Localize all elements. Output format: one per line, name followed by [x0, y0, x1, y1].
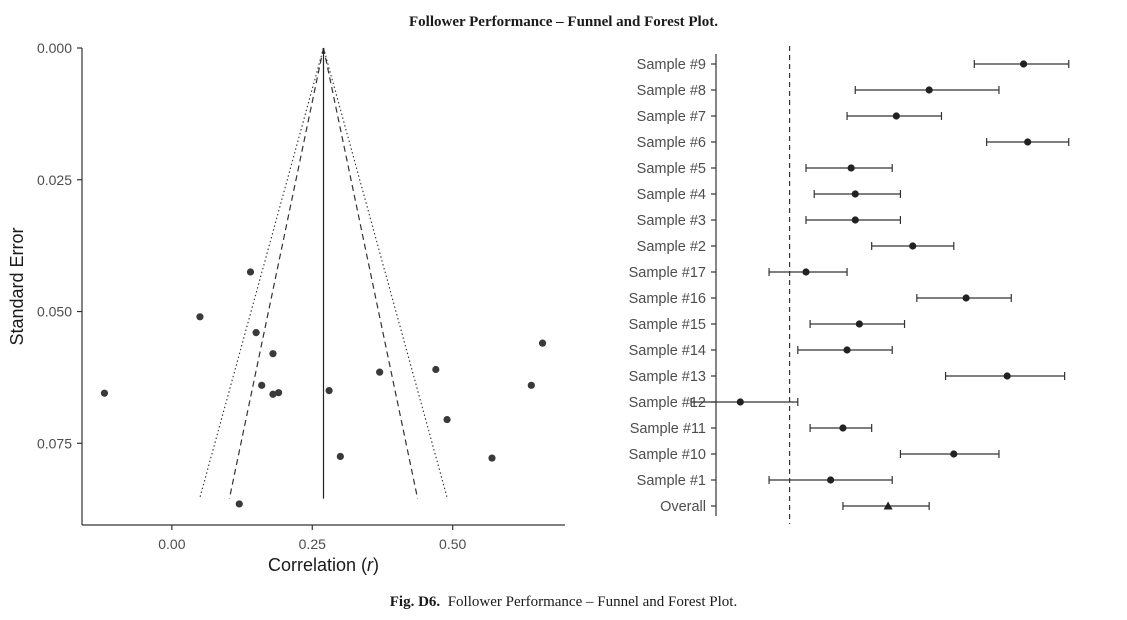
forest-row: Sample #8 — [637, 83, 1000, 99]
forest-study-label: Sample #12 — [629, 395, 706, 411]
forest-row: Sample #15 — [629, 317, 906, 333]
forest-row: Sample #2 — [637, 239, 955, 255]
forest-rows: Sample #9 Sample #8 Sample #7 Sample #6 Samp… — [629, 57, 1070, 515]
funnel-y-axis-title: Standard Error — [7, 227, 27, 345]
forest-row: Sample #4 — [637, 187, 902, 203]
forest-study-label: Sample #16 — [629, 291, 706, 307]
funnel-points — [100, 268, 547, 508]
forest-point — [802, 268, 810, 276]
forest-row: Overall — [660, 499, 930, 515]
caption-text: Follower Performance – Funnel and Forest… — [447, 594, 738, 610]
funnel-outer-boundary-left — [199, 47, 325, 499]
funnel-y-tick-label: 0.000 — [37, 40, 72, 56]
forest-point — [851, 190, 859, 198]
forest-study-label: Sample #11 — [630, 421, 706, 437]
funnel-y-ticks: 0.000 0.025 0.050 0.075 — [37, 40, 82, 451]
forest-row: Sample #13 — [629, 369, 1066, 385]
forest-row: Sample #9 — [637, 57, 1070, 73]
forest-study-label: Sample #7 — [637, 109, 706, 125]
funnel-x-axis-title: Correlation (r) — [268, 555, 379, 575]
forest-point — [736, 398, 744, 406]
forest-study-label: Sample #4 — [637, 187, 706, 203]
funnel-x-ticks: 0.00 0.25 0.50 — [158, 525, 467, 552]
forest-point — [892, 112, 900, 120]
forest-study-label: Sample #17 — [629, 265, 706, 281]
forest-row: Sample #17 — [629, 265, 848, 281]
funnel-point — [376, 368, 384, 376]
forest-row: Sample #3 — [637, 213, 902, 229]
forest-study-label: Sample #1 — [637, 473, 706, 489]
forest-study-label: Sample #15 — [629, 317, 706, 333]
funnel-point — [258, 381, 266, 389]
forest-study-label: Sample #14 — [629, 343, 706, 359]
forest-study-label: Sample #9 — [637, 57, 706, 73]
funnel-point — [269, 390, 277, 398]
forest-point — [855, 320, 863, 328]
funnel-y-tick-label: 0.025 — [37, 172, 72, 188]
funnel-inner-boundary-left — [228, 47, 325, 499]
forest-point — [1003, 372, 1011, 380]
forest-row: Sample #12 — [629, 395, 799, 411]
funnel-plot: 0.00 0.25 0.50 0.000 0.025 0.050 0.075 Correl… — [7, 40, 565, 575]
forest-row: Sample #1 — [637, 473, 893, 489]
funnel-point — [336, 452, 344, 461]
funnel-point — [432, 365, 440, 374]
caption-label: Fig. D6. — [389, 594, 441, 610]
funnel-x-tick-label: 0.00 — [158, 536, 185, 552]
forest-study-label: Sample #13 — [629, 369, 706, 385]
forest-study-label: Sample #10 — [629, 447, 706, 463]
forest-plot: Sample #9 Sample #8 Sample #7 Sample #6 Samp… — [629, 46, 1070, 524]
forest-point — [827, 476, 835, 484]
funnel-point — [269, 350, 277, 358]
forest-row: Sample #14 — [629, 343, 893, 359]
funnel-x-tick-label: 0.25 — [299, 536, 326, 552]
funnel-x-tick-label: 0.50 — [439, 536, 466, 552]
forest-point — [847, 164, 855, 172]
funnel-y-tick-label: 0.075 — [37, 435, 72, 451]
forest-study-label: Overall — [660, 499, 706, 515]
forest-point — [843, 346, 851, 354]
funnel-point — [527, 381, 535, 389]
forest-point — [851, 216, 859, 224]
forest-point — [925, 86, 933, 94]
funnel-inner-boundary-right — [322, 47, 419, 499]
forest-study-label: Sample #5 — [637, 161, 706, 177]
funnel-y-tick-label: 0.050 — [37, 304, 72, 320]
funnel-point — [274, 389, 283, 397]
funnel-point — [100, 389, 109, 397]
funnel-point — [246, 268, 255, 276]
funnel-point — [488, 454, 496, 462]
funnel-outer-boundary-right — [322, 47, 448, 499]
funnel-point — [252, 329, 260, 337]
forest-row: Sample #7 — [637, 109, 943, 125]
forest-study-label: Sample #3 — [637, 213, 706, 229]
forest-point — [962, 294, 970, 302]
forest-row: Sample #6 — [637, 135, 1070, 151]
funnel-point — [443, 415, 451, 424]
funnel-point — [196, 313, 204, 321]
funnel-point — [235, 500, 243, 508]
forest-point — [950, 450, 958, 458]
forest-row: Sample #11 — [630, 421, 873, 437]
forest-point — [839, 424, 847, 432]
figure-caption: Fig. D6. Follower Performance – Funnel a… — [0, 594, 1127, 611]
forest-study-label: Sample #6 — [637, 135, 706, 151]
forest-row: Sample #5 — [637, 161, 893, 177]
forest-row: Sample #10 — [629, 447, 1000, 463]
forest-row: Sample #16 — [629, 291, 1012, 307]
funnel-point — [538, 339, 547, 347]
forest-point — [1024, 138, 1032, 146]
forest-study-label: Sample #2 — [637, 239, 706, 255]
figure-title: Follower Performance – Funnel and Forest… — [409, 14, 718, 30]
funnel-point — [325, 386, 333, 395]
forest-overall-marker — [883, 501, 893, 510]
forest-point — [1019, 60, 1028, 68]
forest-study-label: Sample #8 — [637, 83, 706, 99]
forest-point — [909, 242, 917, 250]
